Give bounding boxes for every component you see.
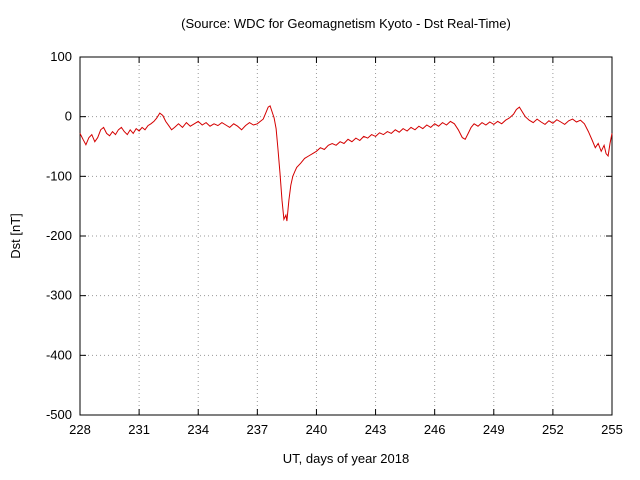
x-tick-label: 252 <box>542 422 564 437</box>
y-axis-label: Dst [nT] <box>8 213 23 259</box>
y-tick-label: -500 <box>46 407 72 422</box>
chart-title: (Source: WDC for Geomagnetism Kyoto - Ds… <box>181 16 511 31</box>
x-tick-label: 249 <box>483 422 505 437</box>
x-axis-label: UT, days of year 2018 <box>283 451 409 466</box>
x-tick-label: 240 <box>306 422 328 437</box>
x-tick-label: 246 <box>424 422 446 437</box>
y-tick-label: -200 <box>46 228 72 243</box>
x-tick-label: 237 <box>246 422 268 437</box>
x-tick-label: 234 <box>187 422 209 437</box>
y-tick-label: -400 <box>46 347 72 362</box>
y-tick-label: -300 <box>46 288 72 303</box>
y-tick-label: 0 <box>65 109 72 124</box>
x-tick-label: 231 <box>128 422 150 437</box>
plot-border <box>79 56 613 416</box>
y-tick-label: -100 <box>46 168 72 183</box>
y-tick-label: 100 <box>50 49 72 64</box>
x-tick-label: 255 <box>601 422 623 437</box>
grid-lines <box>80 57 612 415</box>
dst-line <box>79 105 613 222</box>
x-tick-label: 228 <box>69 422 91 437</box>
tick-labels: 228 231 234 237 240 243 246 249 252 255 -500 -400 -3… <box>46 49 623 437</box>
x-tick-label: 243 <box>365 422 387 437</box>
